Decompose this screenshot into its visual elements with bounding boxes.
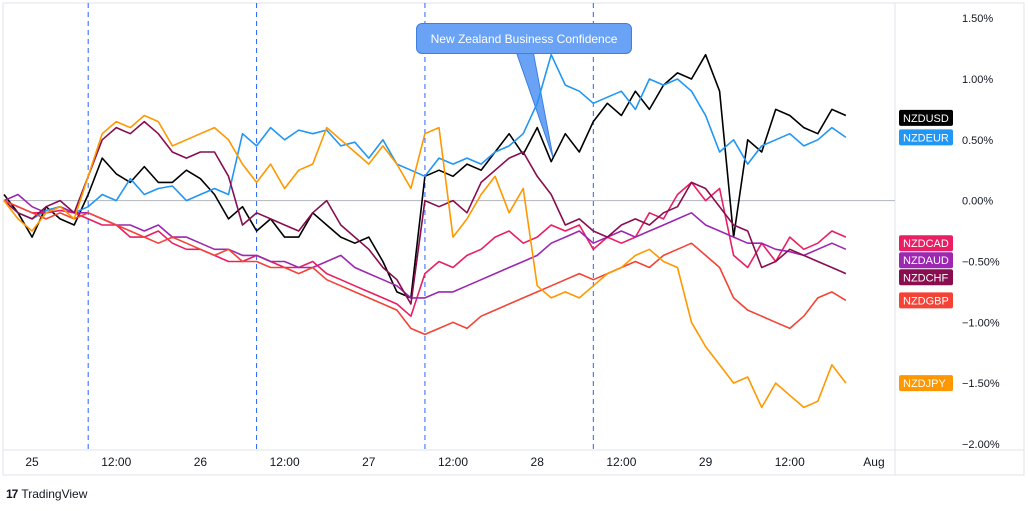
tag-label-nzdusd: NZDUSD	[903, 113, 949, 125]
x-tick-label: 25	[25, 455, 39, 469]
tradingview-watermark: 17 TradingView	[6, 485, 87, 503]
tag-label-nzdcad: NZDCAD	[903, 238, 949, 250]
y-tick-label: −0.50%	[962, 256, 1000, 268]
x-tick-label: 12:00	[775, 455, 805, 469]
x-tick-label: 28	[531, 455, 545, 469]
tag-bg-nzdcad	[899, 235, 953, 252]
tag-bg-nzdchf	[899, 269, 953, 286]
x-tick-label: 12:00	[101, 455, 131, 469]
tradingview-watermark-label: TradingView	[21, 487, 88, 501]
tag-label-nzdeur: NZDEUR	[903, 132, 949, 144]
tag-bg-nzdgbp	[899, 292, 953, 309]
series-line-nzdjpy	[3, 114, 847, 409]
y-tick-label: −2.00%	[962, 439, 1000, 451]
y-tick-label: 0.50%	[962, 135, 993, 147]
series-line-nzdaud	[3, 193, 847, 299]
x-tick-label: 26	[194, 455, 208, 469]
series-line-nzdeur	[3, 53, 847, 220]
tag-label-nzdaud: NZDAUD	[903, 255, 949, 267]
x-tick-label: 27	[362, 455, 376, 469]
y-tick-label: 1.00%	[962, 74, 993, 86]
tag-bg-nzdusd	[899, 109, 953, 126]
chart-border	[2, 2, 1025, 476]
tag-label-nzdchf: NZDCHF	[903, 272, 948, 284]
y-tick-label: −1.50%	[962, 378, 1000, 390]
series-line-nzdchf	[3, 120, 847, 305]
x-tick-label: 12:00	[438, 455, 468, 469]
x-tick-label: Aug	[863, 455, 884, 469]
business-confidence-callout: New Zealand Business Confidence	[416, 23, 632, 54]
tag-label-nzdgbp: NZDGBP	[903, 295, 949, 307]
y-tick-label: 1.50%	[962, 13, 993, 25]
y-tick-label: −1.00%	[962, 317, 1000, 329]
tag-bg-nzdaud	[899, 252, 953, 269]
y-tick-label: 0.00%	[962, 196, 993, 208]
tag-label-nzdjpy: NZDJPY	[903, 378, 946, 390]
tradingview-logo-icon: 17	[6, 487, 18, 501]
tag-bg-nzdjpy	[899, 375, 953, 392]
x-tick-label: 12:00	[270, 455, 300, 469]
series-line-nzdgbp	[3, 199, 847, 336]
x-tick-label: 29	[699, 455, 713, 469]
tag-bg-nzdeur	[899, 129, 953, 146]
x-tick-label: 12:00	[606, 455, 636, 469]
